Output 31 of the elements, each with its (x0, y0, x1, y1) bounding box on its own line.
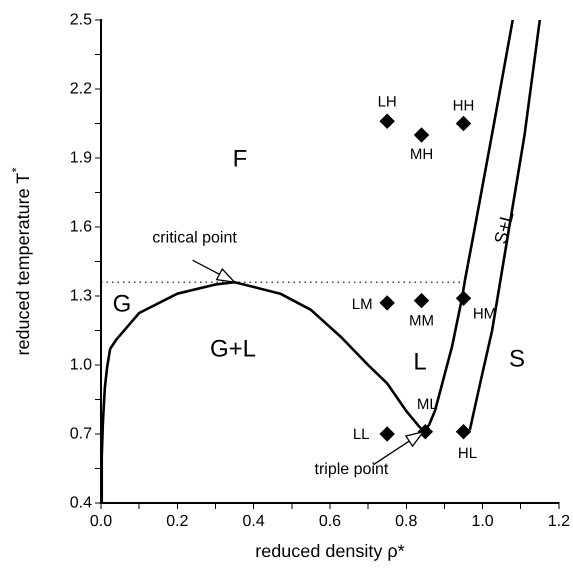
annotation: HL (458, 444, 478, 462)
y-tick-label: 2.2 (70, 80, 92, 98)
x-tick-label: 0.6 (318, 513, 342, 530)
y-tick-label: 0.4 (70, 494, 92, 512)
annotation: triple point (314, 461, 389, 478)
x-tick-label: 0.4 (242, 513, 265, 530)
annotation: MM (409, 312, 434, 330)
annotation: critical point (152, 230, 238, 247)
annotation: S (508, 346, 526, 373)
annotation: LM (352, 296, 373, 314)
annotation: L (413, 348, 427, 376)
x-tick-label: 0.8 (395, 513, 418, 530)
x-tick-label: 1.0 (471, 513, 494, 530)
annotation: HH (452, 98, 474, 115)
annotation: G (112, 290, 132, 318)
x-tick-label: 0.0 (90, 513, 112, 530)
y-tick-label: 1.9 (70, 149, 92, 166)
y-axis-title: reduced temperature T* (9, 167, 33, 356)
y-tick-label: 1.3 (70, 287, 92, 304)
x-tick-label: 1.2 (548, 513, 570, 530)
y-tick-label: 0.7 (70, 425, 92, 442)
x-axis-title: reduced density ρ* (255, 540, 405, 561)
annotation: LH (378, 93, 397, 110)
annotation: G+L (210, 336, 256, 363)
y-tick-label: 1.0 (70, 356, 92, 374)
annotation: LL (352, 426, 370, 444)
y-tick-label: 2.5 (70, 11, 92, 28)
annotation: MH (410, 146, 434, 164)
y-tick-label: 1.6 (70, 218, 92, 236)
annotation: F (232, 146, 248, 173)
x-tick-label: 0.2 (166, 513, 189, 530)
